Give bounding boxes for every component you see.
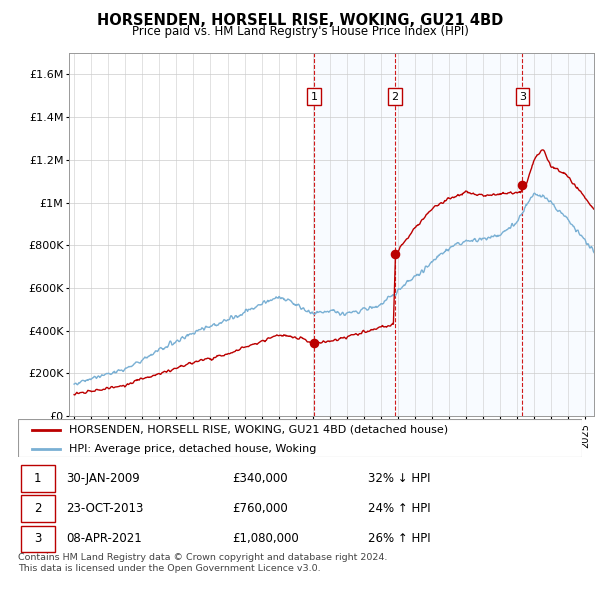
Text: 23-OCT-2013: 23-OCT-2013 <box>66 502 143 515</box>
Text: 3: 3 <box>519 91 526 101</box>
FancyBboxPatch shape <box>21 496 55 522</box>
Point <box>390 249 400 258</box>
Text: Contains HM Land Registry data © Crown copyright and database right 2024.: Contains HM Land Registry data © Crown c… <box>18 553 388 562</box>
Bar <box>314 53 600 416</box>
Text: 08-APR-2021: 08-APR-2021 <box>66 532 142 545</box>
Text: 1: 1 <box>311 91 317 101</box>
Text: 3: 3 <box>34 532 41 545</box>
Text: 26% ↑ HPI: 26% ↑ HPI <box>368 532 430 545</box>
Text: £340,000: £340,000 <box>232 472 288 485</box>
FancyBboxPatch shape <box>21 526 55 552</box>
Text: 24% ↑ HPI: 24% ↑ HPI <box>368 502 430 515</box>
Text: This data is licensed under the Open Government Licence v3.0.: This data is licensed under the Open Gov… <box>18 564 320 573</box>
Text: £760,000: £760,000 <box>232 502 288 515</box>
Text: £1,080,000: £1,080,000 <box>232 532 299 545</box>
Text: 2: 2 <box>34 502 41 515</box>
Point <box>518 181 527 190</box>
FancyBboxPatch shape <box>21 466 55 491</box>
Text: 1: 1 <box>34 472 41 485</box>
Text: HORSENDEN, HORSELL RISE, WOKING, GU21 4BD (detached house): HORSENDEN, HORSELL RISE, WOKING, GU21 4B… <box>69 425 448 435</box>
Point <box>310 339 319 348</box>
Text: HPI: Average price, detached house, Woking: HPI: Average price, detached house, Woki… <box>69 444 316 454</box>
Text: 32% ↓ HPI: 32% ↓ HPI <box>368 472 430 485</box>
Text: 30-JAN-2009: 30-JAN-2009 <box>66 472 140 485</box>
Text: Price paid vs. HM Land Registry's House Price Index (HPI): Price paid vs. HM Land Registry's House … <box>131 25 469 38</box>
Text: HORSENDEN, HORSELL RISE, WOKING, GU21 4BD: HORSENDEN, HORSELL RISE, WOKING, GU21 4B… <box>97 13 503 28</box>
Text: 2: 2 <box>391 91 398 101</box>
